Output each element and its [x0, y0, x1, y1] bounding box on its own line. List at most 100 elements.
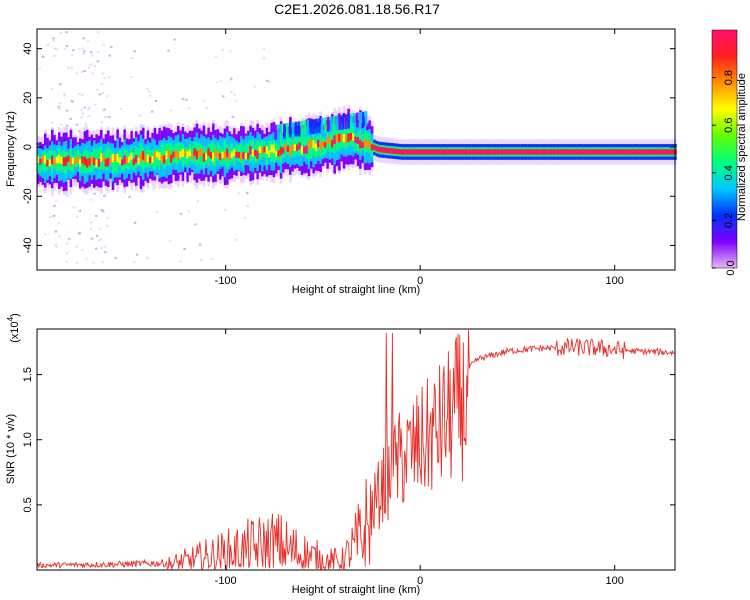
speckle-mark — [81, 93, 84, 96]
spectrum-cell — [377, 148, 381, 152]
speckle-mark — [148, 90, 151, 93]
spectrum-cell — [191, 153, 194, 161]
spectrum-cell — [422, 150, 425, 154]
spectrum-cell — [643, 150, 647, 154]
speckle-mark — [210, 258, 214, 260]
spectrum-cell — [46, 159, 49, 167]
speckle-mark — [78, 209, 82, 212]
speckle-mark — [75, 215, 79, 218]
spectrum-cell — [317, 139, 320, 147]
spectrum-cell — [298, 142, 301, 150]
speckle-mark — [114, 257, 117, 259]
spectrum-cell — [328, 134, 332, 153]
speckle-mark — [80, 116, 83, 119]
speckle-mark — [70, 100, 74, 103]
spectrum-cell — [174, 150, 178, 158]
spectrum-cell — [286, 145, 290, 153]
speckle-mark — [83, 50, 86, 53]
spectrum-lobe — [291, 122, 295, 138]
spectrum-cell — [354, 136, 357, 144]
spectrum-lobe — [323, 117, 327, 133]
speckle-mark — [89, 221, 93, 224]
speckle-mark — [65, 109, 69, 112]
speckle-mark — [68, 130, 71, 133]
spectrum-cell — [300, 135, 304, 157]
spectrum-cell — [529, 150, 533, 154]
spectrum-cell — [368, 140, 371, 148]
spectrum-cell — [62, 157, 66, 167]
spectrum-cell — [384, 148, 388, 152]
spectrum-lobe — [309, 119, 312, 135]
spectrum-lobe — [312, 119, 315, 134]
spectrum-cell — [538, 150, 542, 154]
spectrum-cell — [620, 150, 624, 154]
snr-x-tick-label: 100 — [606, 575, 624, 587]
spectrogram-x-tick-label: 100 — [606, 275, 624, 287]
spectrum-cell — [293, 144, 297, 151]
spectrum-cell — [662, 150, 666, 154]
spectrum-cell — [632, 150, 635, 154]
spectrum-cell — [41, 155, 45, 162]
speckle-mark — [90, 54, 94, 57]
colorbar-tick-label: 0.8 — [723, 70, 735, 85]
spectrum-lobe — [332, 116, 336, 131]
spectrum-cell — [251, 149, 255, 157]
spectrum-cell — [342, 134, 346, 143]
speckle-mark — [266, 79, 269, 82]
speckle-mark — [59, 31, 63, 34]
spectrum-cell — [186, 151, 189, 159]
spectrum-cell — [146, 154, 150, 163]
speckle-mark — [196, 200, 199, 203]
speckle-mark — [66, 194, 69, 197]
spectrum-cell — [244, 143, 248, 161]
speckle-mark — [82, 52, 85, 55]
speckle-mark — [66, 190, 69, 193]
speckle-mark — [233, 93, 236, 96]
spectrum-cell — [139, 152, 143, 162]
spectrum-cell — [156, 151, 159, 158]
spectrum-cell — [464, 150, 467, 154]
spectrum-cell — [177, 151, 180, 160]
spectrum-cell — [130, 152, 133, 161]
speckle-mark — [53, 55, 56, 57]
spectrum-lobe — [335, 115, 339, 131]
speckle-mark — [72, 206, 76, 209]
speckle-mark — [179, 212, 183, 215]
speckle-mark — [65, 252, 69, 255]
speckle-mark — [84, 122, 87, 125]
spectrum-lobe — [274, 124, 277, 140]
spectrum-cell — [338, 133, 341, 143]
spectrum-cell — [137, 148, 140, 166]
speckle-mark — [52, 214, 56, 217]
spectrum-cell — [597, 150, 600, 154]
spectrum-cell — [95, 159, 98, 168]
speckle-mark — [96, 51, 100, 54]
spectrum-cell — [265, 144, 269, 165]
spectrum-cell — [114, 155, 117, 162]
spectrum-cell — [128, 156, 131, 163]
speckle-mark — [187, 210, 190, 213]
spectrum-cell — [184, 150, 187, 157]
speckle-mark — [101, 92, 105, 94]
spectrum-cell — [282, 147, 285, 154]
spectrum-cell — [578, 150, 582, 154]
spectrum-cell — [387, 149, 390, 153]
speckle-mark — [173, 38, 176, 41]
speckle-mark — [93, 64, 97, 67]
spectrum-cell — [223, 151, 227, 160]
spectrum-cell — [363, 138, 367, 147]
spectrum-cell — [510, 150, 514, 154]
speckle-mark — [167, 49, 170, 52]
spectrum-cell — [587, 150, 591, 154]
spectrum-cell — [550, 150, 554, 154]
spectrum-cell — [39, 156, 42, 173]
speckle-mark — [95, 215, 98, 217]
speckle-mark — [223, 209, 227, 211]
spectrum-cell — [90, 156, 94, 164]
speckle-mark — [52, 37, 55, 40]
spectrum-cell — [258, 146, 262, 153]
spectrum-cell — [415, 150, 418, 154]
speckle-mark — [63, 48, 67, 51]
spectrum-cell — [153, 151, 157, 160]
